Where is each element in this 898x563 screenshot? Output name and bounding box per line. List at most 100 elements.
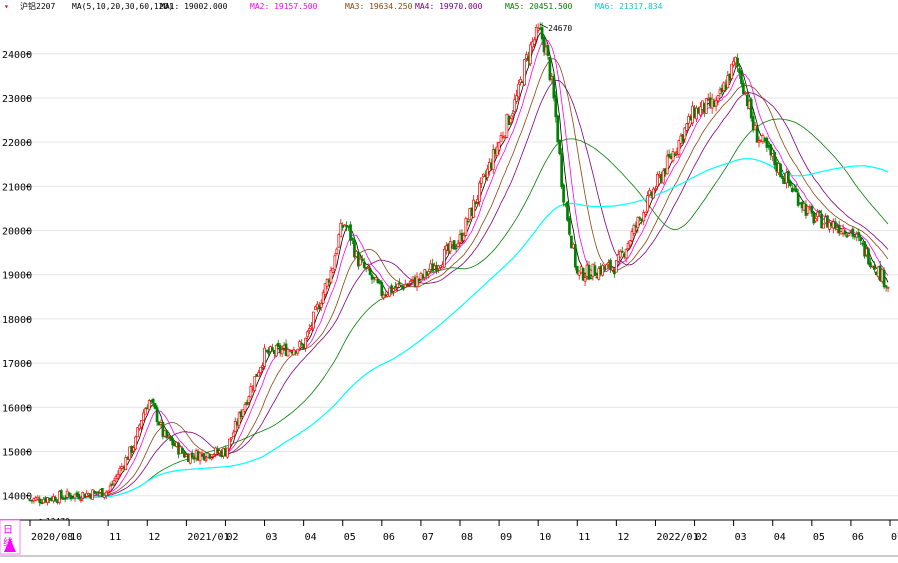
candle-body xyxy=(624,249,628,259)
candle-body xyxy=(360,258,364,261)
candle-body xyxy=(593,265,597,276)
candle-body xyxy=(198,452,202,462)
y-axis-ticks: 14000 15000 16000 17000 18000 19000 20000 21000… xyxy=(2,50,32,503)
period-arrow-icon[interactable] xyxy=(4,538,16,552)
x-axis-band xyxy=(0,520,898,563)
candle-body xyxy=(427,271,431,275)
candle-body xyxy=(415,276,419,287)
candle-body xyxy=(398,282,401,285)
candle-body xyxy=(380,282,384,296)
candle-body xyxy=(796,192,800,206)
candle-body xyxy=(822,223,825,229)
candle-body xyxy=(884,285,888,288)
candle-body xyxy=(618,250,622,258)
y-tick-label: 17000 xyxy=(2,359,32,370)
candle-body xyxy=(511,113,515,117)
candle-body xyxy=(226,447,229,458)
x-tick-label: 12 xyxy=(617,532,629,543)
candle-body xyxy=(560,152,563,188)
candle-body xyxy=(769,144,773,156)
candle-body xyxy=(79,499,83,502)
candle-body xyxy=(818,210,821,213)
candle-body xyxy=(36,496,40,500)
candle-body xyxy=(63,497,67,500)
grid-lines xyxy=(30,53,898,497)
candle-body xyxy=(833,221,837,229)
candle-body xyxy=(620,250,624,253)
candle-body xyxy=(513,99,517,112)
x-tick-label: 10 xyxy=(70,532,82,543)
candle-body xyxy=(249,386,253,398)
candle-body xyxy=(300,342,304,345)
candle-body xyxy=(208,454,212,459)
candle-body xyxy=(742,82,745,95)
candle-body xyxy=(716,95,720,102)
candle-body xyxy=(615,260,618,273)
candle-body xyxy=(867,248,870,265)
candle-body xyxy=(142,412,145,421)
candle-body xyxy=(155,407,159,422)
candle-body xyxy=(611,267,614,271)
candle-body xyxy=(730,63,734,79)
x-tick-label: 11 xyxy=(578,532,590,543)
ma-line-6 xyxy=(29,158,889,502)
candle-body xyxy=(286,349,290,357)
period-box[interactable] xyxy=(0,519,21,555)
candle-body xyxy=(358,258,362,266)
candle-body xyxy=(312,311,315,329)
candle-body xyxy=(491,149,495,170)
candle-body xyxy=(443,248,446,268)
header-ma2: MA2: 19157.500 xyxy=(250,2,318,11)
candle-body xyxy=(339,222,343,238)
candle-body xyxy=(568,217,571,235)
candle-body xyxy=(601,265,605,276)
ma-line-5 xyxy=(29,118,889,501)
candle-body xyxy=(462,234,466,241)
period-label-1: 日 xyxy=(3,525,13,536)
candle-body xyxy=(546,45,550,56)
candle-body xyxy=(392,288,395,292)
candle-body xyxy=(532,39,536,45)
candle-body xyxy=(661,170,665,184)
candle-body xyxy=(323,283,327,295)
candle-body xyxy=(499,135,503,142)
candle-body xyxy=(171,438,175,446)
candle-body xyxy=(143,408,147,415)
candle-body xyxy=(755,127,759,143)
candle-body xyxy=(806,205,810,214)
candle-body xyxy=(329,270,333,283)
candle-body xyxy=(646,195,649,212)
candle-body xyxy=(480,177,483,184)
ma-line-3 xyxy=(29,58,889,501)
period-selector[interactable]: 日 线 xyxy=(0,519,21,555)
candle-body xyxy=(573,244,577,268)
candle-body xyxy=(333,255,337,270)
candle-body xyxy=(190,453,194,457)
candle-body xyxy=(529,44,532,65)
candle-body xyxy=(241,409,245,417)
candle-body xyxy=(548,57,552,81)
candle-body xyxy=(77,493,81,500)
candle-body xyxy=(308,328,311,332)
candle-body xyxy=(407,283,411,285)
high-annotation: 24670 xyxy=(548,24,572,33)
candle-body xyxy=(314,306,317,311)
candle-body xyxy=(554,95,558,118)
candle-body xyxy=(466,220,470,223)
candle-body xyxy=(616,254,620,262)
header-ma-label: MA(5,10,20,30,60,120) xyxy=(72,2,173,11)
candle-body xyxy=(814,218,818,222)
candle-body xyxy=(882,269,886,288)
x-tick-label: 04 xyxy=(305,532,317,543)
candle-body xyxy=(325,278,329,287)
candle-body xyxy=(67,492,71,496)
candle-body xyxy=(843,230,847,235)
x-tick-label: 07 xyxy=(891,532,898,543)
y-tick-label: 22000 xyxy=(2,138,32,149)
candle-body xyxy=(102,494,106,498)
candle-body xyxy=(259,366,262,373)
candle-body xyxy=(349,224,352,241)
candle-body xyxy=(237,412,241,426)
candle-body xyxy=(583,277,587,282)
